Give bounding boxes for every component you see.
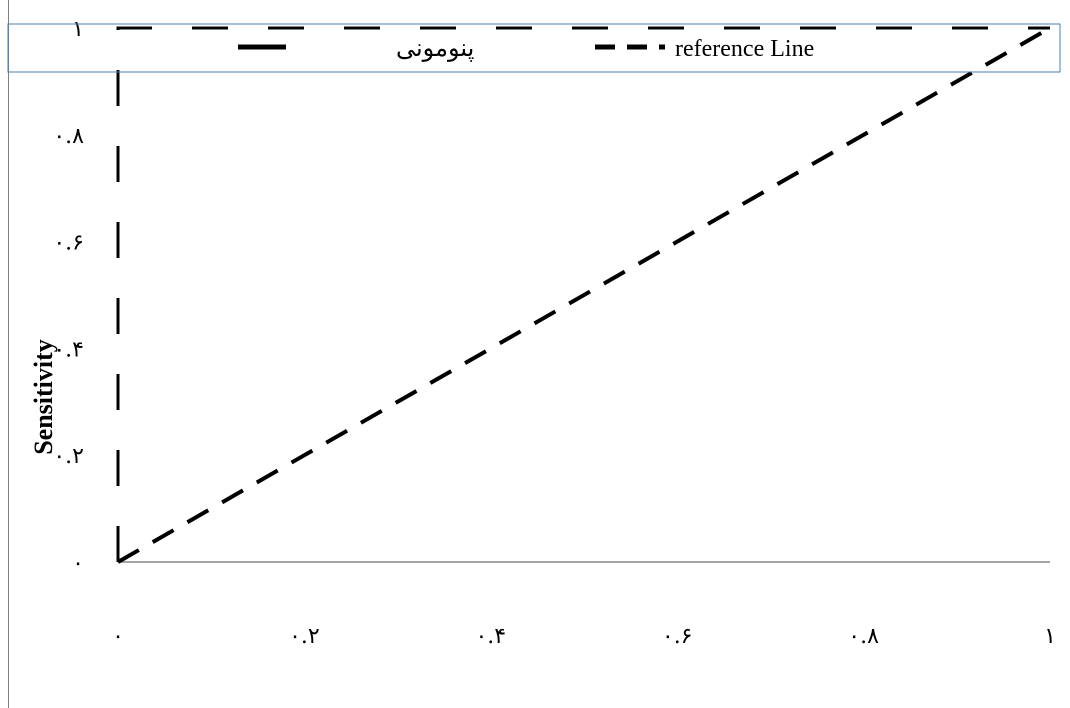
y-tick-label: ۰	[72, 551, 84, 576]
legend-box	[7, 23, 1061, 73]
chart-frame	[8, 0, 1070, 708]
legend-label-reference-line: reference Line	[675, 36, 814, 62]
y-tick-label: ۰.۶	[53, 231, 84, 256]
y-tick-label: ۰.۴	[53, 337, 84, 362]
x-tick-label: ۰.۸	[848, 624, 879, 649]
x-tick-labels: ۰ ۰.۲ ۰.۴ ۰.۶ ۰.۸ ۱	[112, 624, 1056, 649]
series-layer	[116, 26, 1051, 564]
x-tick-label: ۱	[1044, 624, 1056, 649]
y-tick-label: ۱	[72, 17, 84, 42]
y-tick-label: ۰.۲	[53, 444, 84, 469]
legend: پنومونی reference Line	[7, 23, 1061, 73]
y-tick-label: ۰.۸	[53, 124, 84, 149]
legend-label-pneumonia: پنومونی	[396, 36, 474, 62]
y-tick-labels: ۰ ۰.۲ ۰.۴ ۰.۶ ۰.۸ ۱	[53, 17, 84, 576]
x-tick-label: ۰	[112, 624, 124, 649]
series-line-1	[117, 26, 1051, 564]
x-tick-label: ۰.۴	[475, 624, 506, 649]
series-line-0	[116, 26, 1050, 562]
y-axis-title: Sensitivity	[29, 339, 58, 455]
x-tick-label: ۰.۶	[662, 624, 693, 649]
x-tick-label: ۰.۲	[289, 624, 320, 649]
